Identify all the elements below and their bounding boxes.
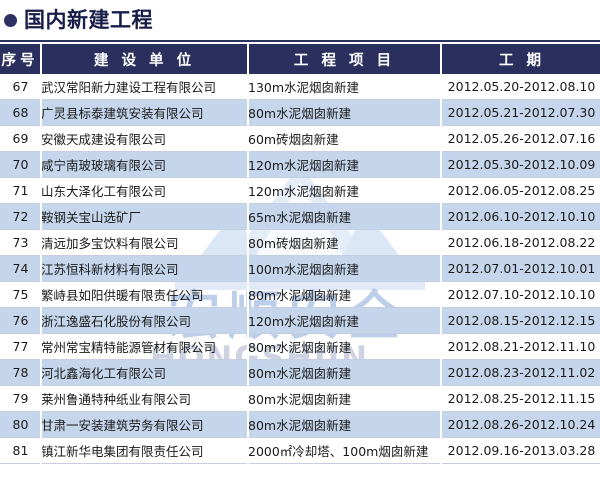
- cell-no: 68: [0, 99, 41, 126]
- cell-no: 79: [0, 385, 41, 412]
- page-title: 国内新建工程: [24, 7, 153, 32]
- cell-duration: 2012.08.25-2012.11.15: [441, 385, 600, 412]
- cell-unit: 浙江逸盛石化股份有限公司: [41, 307, 248, 334]
- cell-unit: 咸宁南玻玻璃有限公司: [41, 151, 248, 178]
- column-header-project[interactable]: 工 程 项 目: [248, 44, 442, 74]
- cell-duration: 2012.05.30-2012.10.09: [441, 151, 600, 178]
- cell-no: 70: [0, 151, 41, 178]
- cell-duration: 2012.08.15-2012.12.15: [441, 307, 600, 334]
- cell-duration: 2012.09.16-2013.03.28: [441, 437, 600, 464]
- cell-project: 100m水泥烟囱新建: [248, 255, 441, 282]
- cell-project: 2000㎡冷却塔、100m烟囱新建: [248, 437, 441, 464]
- cell-no: 81: [0, 437, 41, 464]
- table-row[interactable]: 70 咸宁南玻玻璃有限公司 120m水泥烟囱新建 2012.05.30-2012.10…: [0, 151, 600, 178]
- table-row[interactable]: 78 河北鑫海化工有限公司 80m水泥烟囱新建 2012.08.23-2012.11.…: [0, 359, 600, 386]
- cell-unit: 山东大泽化工有限公司: [41, 177, 248, 204]
- cell-no: 76: [0, 307, 41, 334]
- cell-duration: 2012.05.20-2012.08.10: [441, 74, 600, 100]
- cell-project: 120m水泥烟囱新建: [248, 307, 441, 334]
- table-row[interactable]: 67 武汉常阳新力建设工程有限公司 130m水泥烟囱新建 2012.05.20-201…: [0, 74, 600, 100]
- table-row[interactable]: 71 山东大泽化工有限公司 120m水泥烟囱新建 2012.06.05-2012.08…: [0, 177, 600, 204]
- cell-duration: 2012.05.26-2012.07.16: [441, 125, 600, 152]
- cell-duration: 2012.08.26-2012.10.24: [441, 411, 600, 438]
- column-separator: [40, 44, 42, 464]
- cell-project: 130m水泥烟囱新建: [248, 74, 441, 100]
- cell-unit: 河北鑫海化工有限公司: [41, 359, 248, 386]
- column-header-duration[interactable]: 工 期: [441, 44, 600, 74]
- cell-unit: 清远加多宝饮料有限公司: [41, 229, 248, 256]
- cell-duration: 2012.06.10-2012.10.10: [441, 203, 600, 230]
- cell-unit: 鞍钢关宝山选矿厂: [41, 203, 248, 230]
- title-divider: [0, 40, 600, 42]
- cell-duration: 2012.05.21-2012.07.30: [441, 99, 600, 126]
- cell-project: 80m水泥烟囱新建: [248, 359, 441, 386]
- cell-project: 80m水泥烟囱新建: [248, 411, 441, 438]
- cell-duration: 2012.06.18-2012.08.22: [441, 229, 600, 256]
- cell-project: 120m水泥烟囱新建: [248, 151, 441, 178]
- column-header-no[interactable]: 序号: [0, 44, 42, 74]
- cell-no: 69: [0, 125, 41, 152]
- table-row[interactable]: 79 莱州鲁通特种纸业有限公司 80m水泥烟囱新建 2012.08.25-2012.1…: [0, 385, 600, 412]
- bullet-dot-icon: [4, 13, 17, 27]
- cell-no: 67: [0, 74, 41, 100]
- table-row[interactable]: 68 广灵县标泰建筑安装有限公司 80m水泥烟囱新建 2012.05.21-2012.…: [0, 99, 600, 126]
- table-row[interactable]: 69 安徽天成建设有限公司 60m砖烟囱新建 2012.05.26-2012.07.1…: [0, 125, 600, 152]
- cell-no: 71: [0, 177, 41, 204]
- page-title-bar: 国内新建工程: [0, 0, 600, 40]
- cell-duration: 2012.06.05-2012.08.25: [441, 177, 600, 204]
- cell-project: 80m水泥烟囱新建: [248, 333, 441, 360]
- projects-table-wrap: 序号 建 设 单 位 工 程 项 目 工 期 67 武汉常阳新力建设工程有限公司 1…: [0, 44, 600, 464]
- cell-no: 78: [0, 359, 41, 386]
- cell-project: 65m水泥烟囱新建: [248, 203, 441, 230]
- cell-project: 80m水泥烟囱新建: [248, 99, 441, 126]
- cell-unit: 常州常宝精特能源管材有限公司: [41, 333, 248, 360]
- cell-no: 80: [0, 411, 41, 438]
- cell-no: 77: [0, 333, 41, 360]
- table-head: 序号 建 设 单 位 工 程 项 目 工 期: [0, 44, 600, 74]
- cell-project: 80m砖烟囱新建: [248, 229, 441, 256]
- cell-unit: 甘肃一安装建筑劳务有限公司: [41, 411, 248, 438]
- table-row[interactable]: 77 常州常宝精特能源管材有限公司 80m水泥烟囱新建 2012.08.21-2012…: [0, 333, 600, 360]
- column-header-unit[interactable]: 建 设 单 位: [41, 44, 249, 74]
- cell-unit: 镇江新华电集团有限责任公司: [41, 437, 248, 464]
- cell-unit: 莱州鲁通特种纸业有限公司: [41, 385, 248, 412]
- table-header-row: 序号 建 设 单 位 工 程 项 目 工 期: [0, 44, 600, 74]
- cell-no: 73: [0, 229, 41, 256]
- cell-duration: 2012.08.23-2012.11.02: [441, 359, 600, 386]
- cell-no: 72: [0, 203, 41, 230]
- cell-duration: 2012.07.10-2012.10.10: [441, 281, 600, 308]
- cell-unit: 安徽天成建设有限公司: [41, 125, 248, 152]
- table-row[interactable]: 81 镇江新华电集团有限责任公司 2000㎡冷却塔、100m烟囱新建 2012.09.…: [0, 437, 600, 464]
- table-row[interactable]: 76 浙江逸盛石化股份有限公司 120m水泥烟囱新建 2012.08.15-2012.…: [0, 307, 600, 334]
- cell-unit: 江苏恒科新材料有限公司: [41, 255, 248, 282]
- cell-unit: 繁峙县如阳供暖有限责任公司: [41, 281, 248, 308]
- table-row[interactable]: 80 甘肃一安装建筑劳务有限公司 80m水泥烟囱新建 2012.08.26-2012.…: [0, 411, 600, 438]
- cell-duration: 2012.08.21-2012.11.10: [441, 333, 600, 360]
- projects-table: 序号 建 设 单 位 工 程 项 目 工 期 67 武汉常阳新力建设工程有限公司 1…: [0, 44, 600, 464]
- cell-project: 80m水泥烟囱新建: [248, 281, 441, 308]
- cell-unit: 武汉常阳新力建设工程有限公司: [41, 74, 248, 100]
- table-row[interactable]: 75 繁峙县如阳供暖有限责任公司 80m水泥烟囱新建 2012.07.10-2012.…: [0, 281, 600, 308]
- cell-duration: 2012.07.01-2012.10.01: [441, 255, 600, 282]
- column-separator: [247, 44, 249, 464]
- cell-unit: 广灵县标泰建筑安装有限公司: [41, 99, 248, 126]
- column-separator: [440, 44, 442, 464]
- cell-project: 80m水泥烟囱新建: [248, 385, 441, 412]
- cell-project: 60m砖烟囱新建: [248, 125, 441, 152]
- table-body: 67 武汉常阳新力建设工程有限公司 130m水泥烟囱新建 2012.05.20-201…: [0, 74, 600, 464]
- cell-no: 74: [0, 255, 41, 282]
- cell-project: 120m水泥烟囱新建: [248, 177, 441, 204]
- cell-no: 75: [0, 281, 41, 308]
- table-row[interactable]: 72 鞍钢关宝山选矿厂 65m水泥烟囱新建 2012.06.10-2012.10.10: [0, 203, 600, 230]
- table-row[interactable]: 74 江苏恒科新材料有限公司 100m水泥烟囱新建 2012.07.01-2012.1…: [0, 255, 600, 282]
- table-row[interactable]: 73 清远加多宝饮料有限公司 80m砖烟囱新建 2012.06.18-2012.08.…: [0, 229, 600, 256]
